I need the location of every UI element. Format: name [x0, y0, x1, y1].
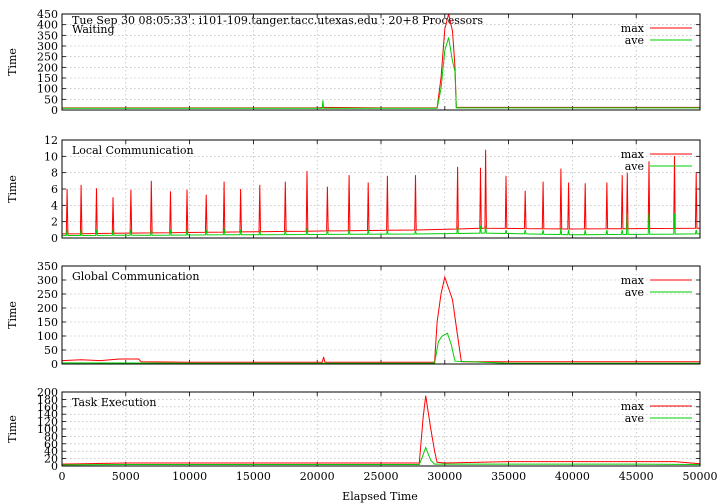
y-tick-label: 6	[51, 183, 58, 196]
y-tick-label: 120	[37, 416, 58, 429]
x-tick-label: 10000	[172, 470, 207, 483]
y-tick-label: 300	[37, 40, 58, 53]
y-tick-label: 0	[51, 358, 58, 371]
y-tick-label: 350	[37, 260, 58, 273]
x-axis-label: Elapsed Time	[342, 490, 418, 503]
y-tick-label: 450	[37, 8, 58, 21]
y-tick-label: 40	[44, 445, 58, 458]
series-line-ave	[62, 37, 700, 109]
x-tick-label: 35000	[491, 470, 526, 483]
y-axis-label: Time	[6, 175, 19, 203]
y-axis-label: Time	[6, 415, 19, 443]
y-tick-label: 250	[37, 51, 58, 64]
figure-header: Tue Sep 30 08:05:33 : i101-109.tanger.ta…	[72, 14, 483, 27]
y-tick-label: 10	[44, 150, 58, 163]
y-tick-label: 200	[37, 302, 58, 315]
series-line-ave	[61, 446, 701, 466]
y-tick-label: 60	[44, 438, 58, 451]
panel-title: Task Execution	[72, 396, 156, 409]
y-tick-label: 100	[37, 330, 58, 343]
legend-label: max	[621, 22, 645, 35]
series-line-ave	[61, 213, 700, 237]
y-tick-label: 80	[44, 430, 58, 443]
x-tick-label: 5000	[112, 470, 140, 483]
series-line-ave	[61, 332, 700, 364]
y-tick-label: 12	[44, 134, 58, 147]
series-line-max	[62, 149, 700, 235]
series-line-max	[61, 395, 701, 465]
legend-label: max	[621, 400, 645, 413]
plot-frame	[61, 265, 701, 365]
y-tick-label: 180	[37, 393, 58, 406]
x-tick-label: 15000	[236, 470, 271, 483]
y-tick-label: 160	[37, 401, 58, 414]
x-tick-label: 25000	[364, 470, 399, 483]
y-axis-label: Time	[6, 301, 19, 329]
legend-label: max	[621, 148, 645, 161]
legend-label: max	[621, 274, 645, 287]
panel-title: Global Communication	[72, 270, 200, 283]
y-tick-label: 50	[44, 344, 58, 357]
x-tick-label: 0	[59, 470, 66, 483]
y-tick-label: 200	[37, 386, 58, 399]
y-tick-label: 100	[37, 423, 58, 436]
y-axis-label: Time	[6, 48, 19, 76]
legend-label: ave	[625, 412, 644, 425]
y-tick-label: 250	[37, 288, 58, 301]
plot-frame	[61, 391, 701, 467]
plot-frame	[61, 13, 701, 111]
series-line-max	[61, 275, 700, 363]
y-tick-label: 8	[51, 167, 58, 180]
legend-label: ave	[625, 34, 644, 47]
y-tick-label: 150	[37, 72, 58, 85]
y-tick-label: 300	[37, 274, 58, 287]
y-tick-label: 20	[44, 453, 58, 466]
legend-label: ave	[625, 160, 644, 173]
y-tick-label: 0	[51, 460, 58, 473]
y-tick-label: 4	[51, 199, 58, 212]
x-tick-label: 45000	[619, 470, 654, 483]
legend-label: ave	[625, 286, 644, 299]
y-tick-label: 140	[37, 408, 58, 421]
series-line-max	[62, 13, 700, 109]
x-tick-label: 40000	[555, 470, 590, 483]
y-tick-label: 150	[37, 316, 58, 329]
panel-title: Waiting	[72, 23, 115, 36]
y-tick-label: 400	[37, 19, 58, 32]
y-tick-label: 2	[51, 216, 58, 229]
y-tick-label: 0	[51, 104, 58, 117]
panel-title: Local Communication	[72, 144, 194, 157]
y-tick-label: 0	[51, 232, 58, 245]
y-tick-label: 350	[37, 29, 58, 42]
y-tick-label: 50	[44, 93, 58, 106]
y-tick-label: 100	[37, 83, 58, 96]
y-tick-label: 200	[37, 61, 58, 74]
x-tick-label: 50000	[683, 470, 718, 483]
x-tick-label: 20000	[300, 470, 335, 483]
x-tick-label: 30000	[427, 470, 462, 483]
plot-frame	[61, 139, 701, 239]
